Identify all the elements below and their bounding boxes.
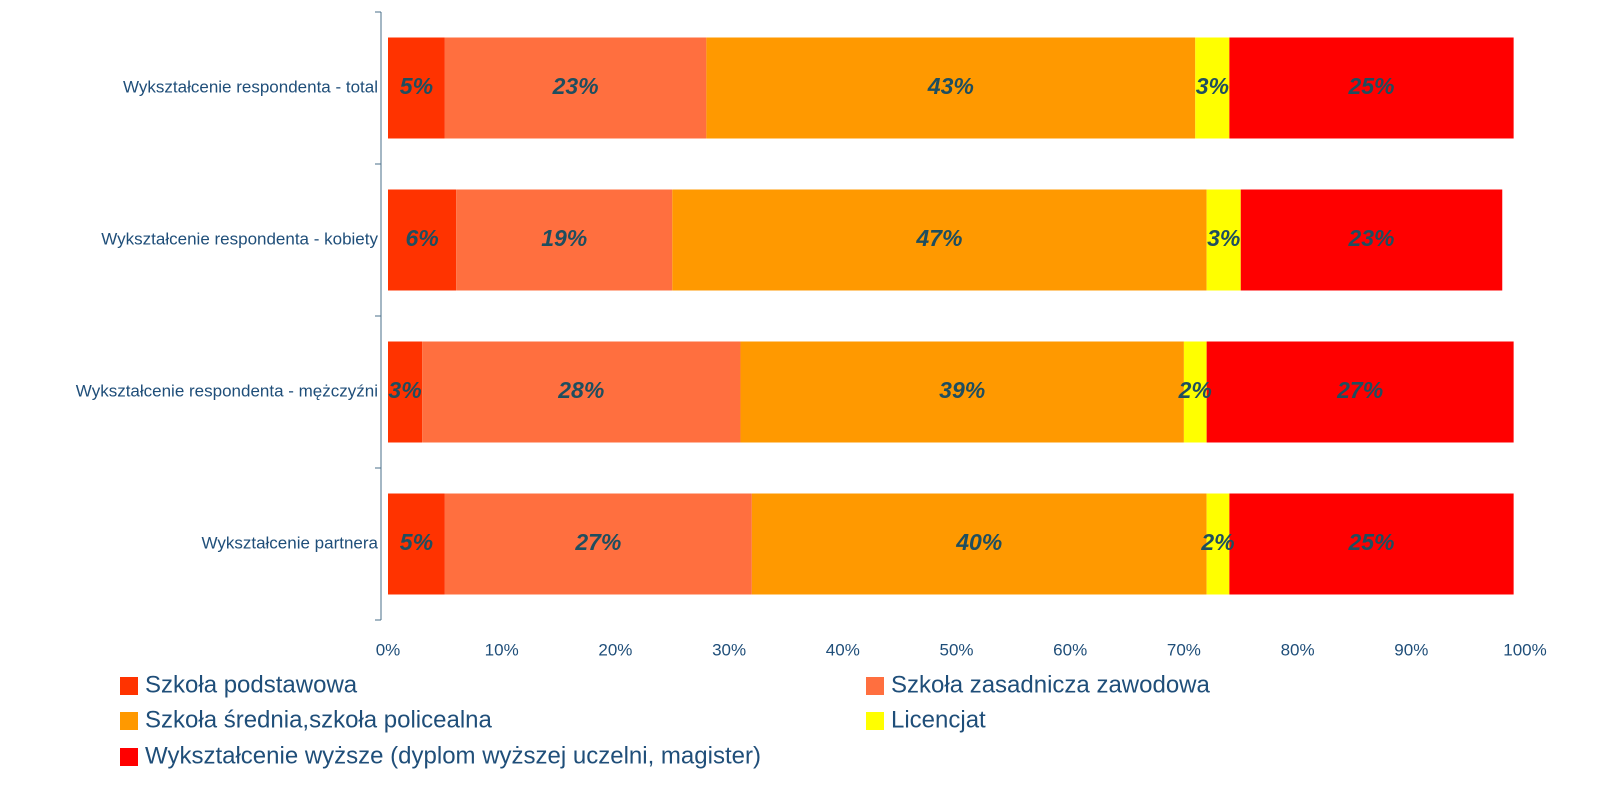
legend-swatch: [120, 677, 138, 695]
x-tick-label: 80%: [1281, 640, 1315, 659]
bar-segment: [1240, 189, 1503, 291]
x-tick-label: 100%: [1503, 640, 1546, 659]
bar-segment: [388, 493, 445, 595]
value-label: 23%: [1347, 225, 1394, 251]
legend-swatch: [866, 712, 884, 730]
bar-segment: [1195, 37, 1230, 139]
value-label: 39%: [939, 377, 985, 403]
value-label: 27%: [1336, 377, 1383, 403]
category-label: Wykształcenie respondenta - kobiety: [101, 229, 378, 248]
x-tick-label: 70%: [1167, 640, 1201, 659]
x-tick-label: 20%: [598, 640, 632, 659]
x-tick-label: 30%: [712, 640, 746, 659]
legend-swatch: [120, 748, 138, 766]
bar-segment: [706, 37, 1196, 139]
legend-label: Szkoła zasadnicza zawodowa: [891, 671, 1210, 698]
bar-segment: [1206, 341, 1514, 443]
legend-label: Licencjat: [891, 706, 986, 733]
bar-segment: [1229, 493, 1514, 595]
bar-segment: [388, 341, 423, 443]
x-tick-label: 10%: [485, 640, 519, 659]
value-label: 25%: [1347, 73, 1394, 99]
value-label: 19%: [541, 225, 587, 251]
value-label: 3%: [388, 377, 421, 403]
value-label: 2%: [1178, 377, 1212, 403]
category-label: Wykształcenie partnera: [201, 533, 378, 552]
value-label: 47%: [915, 225, 962, 251]
legend-label: Szkoła średnia,szkoła policealna: [145, 706, 493, 733]
bar-segment: [672, 189, 1207, 291]
bar-segment: [1206, 189, 1241, 291]
value-label: 3%: [1196, 73, 1229, 99]
value-label: 40%: [955, 529, 1002, 555]
value-label: 6%: [405, 225, 438, 251]
bar-segment: [422, 341, 741, 443]
value-label: 43%: [927, 73, 974, 99]
value-label: 25%: [1347, 529, 1394, 555]
category-label: Wykształcenie respondenta - mężczyźni: [76, 381, 378, 400]
bar-segment: [1229, 37, 1514, 139]
bar-segment: [1183, 341, 1207, 443]
value-label: 27%: [574, 529, 621, 555]
bar-segment: [456, 189, 673, 291]
value-label: 28%: [557, 377, 604, 403]
value-label: 5%: [400, 73, 433, 99]
bar-segment: [740, 341, 1184, 443]
value-label: 3%: [1207, 225, 1240, 251]
bar-segment: [388, 37, 445, 139]
value-label: 5%: [400, 529, 433, 555]
bar-segment: [444, 493, 752, 595]
legend-label: Szkoła podstawowa: [145, 671, 358, 698]
x-tick-label: 90%: [1394, 640, 1428, 659]
bar-segment: [751, 493, 1207, 595]
x-tick-label: 60%: [1053, 640, 1087, 659]
bar-segment: [444, 37, 707, 139]
value-label: 23%: [552, 73, 599, 99]
x-tick-label: 40%: [826, 640, 860, 659]
value-label: 2%: [1200, 529, 1234, 555]
legend-label: Wykształcenie wyższe (dyplom wyższej ucz…: [145, 742, 761, 769]
legend-swatch: [120, 712, 138, 730]
legend-swatch: [866, 677, 884, 695]
bar-segment: [388, 189, 457, 291]
x-tick-label: 50%: [939, 640, 973, 659]
bar-segment: [1206, 493, 1230, 595]
x-tick-label: 0%: [376, 640, 401, 659]
category-label: Wykształcenie respondenta - total: [123, 77, 378, 96]
